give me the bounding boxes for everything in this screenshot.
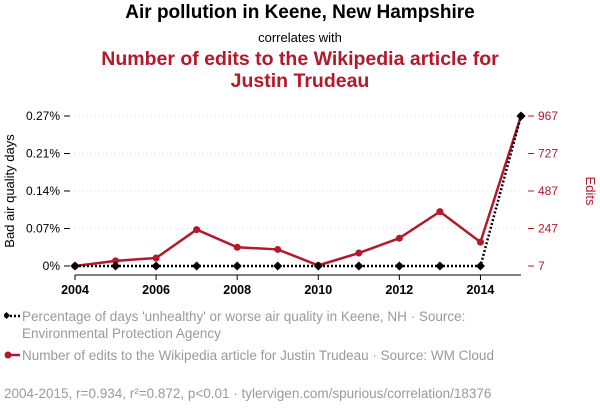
x-tick-label: 2010 — [304, 283, 332, 297]
series-lines — [70, 111, 526, 271]
data-point-edits — [274, 245, 282, 253]
x-tick-label: 2004 — [61, 283, 89, 297]
data-point-edits — [355, 249, 363, 257]
y-left-tick-label: 0.07% — [26, 222, 60, 236]
y-right-tick-label: 7 — [538, 259, 545, 273]
data-point-edits — [395, 234, 403, 242]
data-point-edits — [436, 208, 444, 216]
legend-label-edits: Number of edits to the Wikipedia article… — [22, 348, 494, 363]
data-point-air-quality — [435, 261, 445, 271]
data-point-air-quality — [273, 261, 283, 271]
data-point-edits — [233, 243, 241, 251]
data-point-air-quality — [516, 111, 526, 121]
y-right-tick-label: 247 — [538, 222, 558, 236]
axes — [64, 115, 534, 280]
line-chart: 0% 0.07% 0.14% 0.21% 0.27% 7 247 487 727 967 2004 2… — [2, 109, 598, 297]
data-point-edits — [193, 226, 201, 234]
y-right-tick-label: 727 — [538, 147, 558, 161]
y-right-axis-title: Edits — [583, 177, 598, 206]
data-point-air-quality — [192, 261, 202, 271]
legend-swatch-red — [4, 351, 20, 359]
data-point-air-quality — [475, 261, 485, 271]
data-point-air-quality — [354, 261, 364, 271]
x-tick-label: 2008 — [223, 283, 251, 297]
data-point-edits — [152, 254, 160, 262]
chart-title-connector: correlates with — [258, 30, 342, 45]
x-tick-label: 2014 — [467, 283, 495, 297]
y-left-tick-label: 0.21% — [26, 147, 60, 161]
y-right-tick-label: 967 — [538, 109, 558, 123]
chart-title-secondary: Number of edits to the Wikipedia article… — [101, 48, 499, 92]
series-air-quality-line — [75, 115, 523, 268]
axis-labels: 0% 0.07% 0.14% 0.21% 0.27% 7 247 487 727 967 2004 2… — [2, 109, 598, 297]
chart-footer: 2004-2015, r=0.934, r²=0.872, p<0.01 · t… — [4, 386, 492, 401]
y-left-axis-title: Bad air quality days — [2, 134, 17, 248]
data-point-air-quality — [151, 261, 161, 271]
data-point-edits — [112, 257, 120, 265]
x-tick-label: 2012 — [385, 283, 413, 297]
legend-swatch-black — [4, 311, 20, 320]
x-tick-label: 2006 — [142, 283, 170, 297]
data-point-air-quality — [111, 261, 121, 271]
data-point-air-quality — [232, 261, 242, 271]
y-left-tick-label: 0.14% — [26, 184, 60, 198]
data-point-edits — [476, 238, 484, 246]
grid-lines — [75, 115, 521, 229]
legend-label-air-quality: Percentage of days 'unhealthy' or worse … — [22, 309, 466, 341]
data-point-air-quality — [70, 261, 80, 271]
series-edits-line — [74, 115, 523, 268]
chart-title-primary: Air pollution in Keene, New Hampshire — [125, 2, 475, 23]
y-left-tick-label: 0.27% — [26, 109, 60, 123]
data-point-air-quality — [394, 261, 404, 271]
y-left-tick-label: 0% — [43, 259, 61, 273]
y-right-tick-label: 487 — [538, 184, 558, 198]
